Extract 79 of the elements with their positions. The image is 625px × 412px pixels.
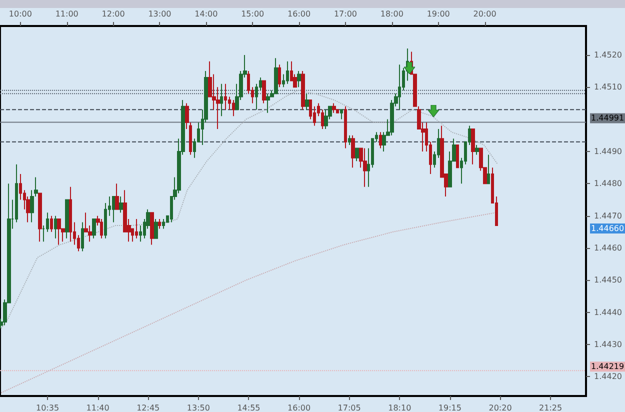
candlestick (224, 83, 227, 110)
text: 1.44660 (591, 224, 624, 233)
candlestick (266, 93, 270, 114)
candlestick (398, 64, 401, 110)
candlestick (363, 148, 367, 188)
candlestick (286, 60, 289, 84)
candlestick (81, 222, 84, 252)
y-tick-label: 1.4440 (594, 308, 622, 317)
candlestick (92, 218, 96, 239)
candlestick (305, 93, 309, 110)
x-tick-label: 17:05 (338, 404, 361, 412)
candlestick (154, 218, 158, 239)
candlestick (278, 64, 281, 88)
candlestick (135, 218, 138, 239)
y-tick-label: 1.4470 (594, 211, 622, 220)
candlestick (232, 100, 235, 117)
x-tick-label: 21:25 (539, 404, 562, 412)
line-series (0, 90, 498, 329)
candlestick (57, 218, 61, 246)
candlestick (487, 154, 490, 184)
x2-tick-label: 20:00 (473, 10, 496, 18)
y-tick-label: 1.4420 (594, 372, 622, 382)
x-tick-label: 10:35 (36, 404, 60, 412)
x-tick-label: 12:45 (136, 404, 160, 412)
candlestick (100, 218, 103, 239)
candlestick (471, 128, 475, 165)
candlestick (340, 109, 343, 120)
candlestick (355, 148, 359, 162)
candlestick (301, 70, 305, 110)
candlestick (54, 215, 57, 239)
y-tick-label: 1.4520 (594, 50, 622, 60)
y-tick-label: 1.4490 (594, 146, 622, 156)
y-tick-label: 1.4450 (594, 276, 622, 285)
x2-tick-label: 12:00 (102, 10, 125, 18)
candlestick (38, 192, 42, 242)
x2-tick-label: 14:00 (194, 10, 218, 18)
candlestick (162, 218, 165, 230)
candlestick (220, 83, 223, 117)
x2-tick-label: 17:00 (334, 10, 358, 18)
candlestick (150, 212, 154, 246)
ref-line-label: 1.44991 (591, 114, 624, 123)
candlestick (351, 134, 355, 168)
x2-tick-label: 15:00 (241, 10, 264, 18)
candlestick (475, 144, 479, 156)
candlestick (332, 102, 336, 114)
candlestick (69, 186, 72, 242)
x2-tick-label: 11:00 (55, 10, 78, 18)
candlestick (50, 215, 53, 232)
x2-tick-label: 19:00 (426, 10, 450, 18)
candlestick (262, 80, 266, 104)
x-tick-label: 18:10 (388, 404, 412, 412)
x-tick-label: 13:50 (186, 404, 210, 412)
x-tick-label: 14:55 (237, 404, 260, 412)
y-tick-label: 1.4460 (594, 244, 622, 252)
x2-tick-label: 16:00 (288, 10, 311, 18)
line-series (0, 212, 496, 394)
x2-tick-label: 13:00 (148, 10, 172, 18)
candlestick (344, 106, 347, 149)
y-tick-label: 1.4510 (594, 82, 622, 92)
candlestick (115, 183, 119, 210)
y-tick-label: 1.4480 (594, 179, 622, 188)
y-tick-label: 1.4430 (594, 340, 622, 350)
candlestick (119, 196, 123, 214)
candlestick (112, 196, 115, 223)
ref-line-label: 1.44219 (591, 362, 624, 372)
candlestick (456, 144, 459, 168)
x-tick-label: 11:40 (86, 404, 110, 412)
candlestick (348, 134, 351, 146)
candlestick (379, 132, 382, 149)
x2-tick-label: 10:00 (8, 10, 32, 18)
candlestick (274, 58, 278, 94)
candlestick (65, 199, 69, 239)
x-tick-label: 19:15 (438, 404, 462, 412)
x-tick-label: 16:00 (288, 404, 311, 412)
candlestick (158, 218, 161, 230)
x2-tick-label: 18:00 (380, 10, 404, 18)
x-tick-label: 20:20 (488, 404, 512, 412)
candlestick (324, 109, 328, 130)
candlestick (297, 70, 301, 88)
